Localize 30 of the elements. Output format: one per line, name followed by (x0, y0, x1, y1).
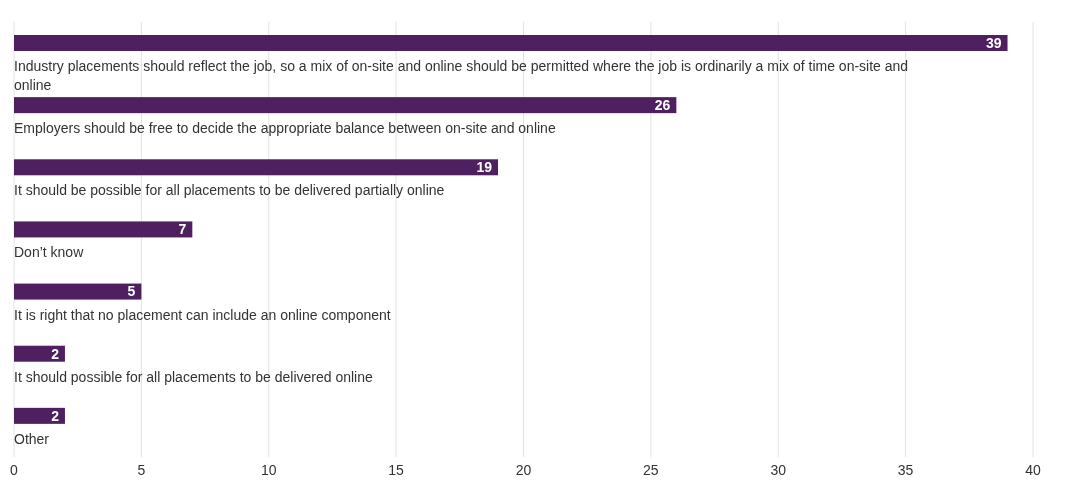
y-tick-label: Other (14, 429, 50, 449)
data-label: 2 (51, 407, 60, 424)
data-label: 5 (127, 283, 136, 300)
bar (14, 159, 499, 176)
data-label: 26 (654, 97, 671, 114)
data-label: 39 (985, 34, 1002, 51)
x-tick-label: 10 (260, 461, 277, 478)
bar (14, 35, 1008, 51)
x-tick-label: 25 (643, 461, 659, 478)
y-tick-label: Employers should be free to decide the appropriate balance between on-site and online (14, 119, 557, 139)
bar (14, 97, 677, 114)
x-tick-label: 0 (10, 461, 19, 478)
bar (14, 407, 65, 424)
x-tick-label: 35 (897, 461, 914, 478)
x-tick-label: 15 (388, 461, 405, 478)
bar (14, 221, 193, 238)
bar (14, 345, 65, 362)
bar (14, 283, 142, 300)
data-label: 2 (51, 345, 60, 362)
x-tick-label: 40 (1025, 461, 1041, 478)
x-tick-label: 5 (137, 461, 146, 478)
y-tick-label: It should be possible for all placements to be delivered partially online (14, 181, 446, 201)
x-tick-label: 30 (770, 461, 787, 478)
data-label: 7 (178, 221, 187, 238)
data-label: 19 (476, 159, 493, 176)
y-tick-label: It is right that no placement can include an online component (14, 305, 392, 325)
y-tick-label: It should possible for all placements to be delivered online (14, 367, 374, 387)
y-tick-label: Don’t know (14, 243, 85, 263)
y-tick-label: Industry placements should reflect the job, so a mix of on-site and online should be permitted where the job is ordinarily a mix of time on-site and online (14, 57, 910, 95)
x-tick-label: 20 (515, 461, 532, 478)
